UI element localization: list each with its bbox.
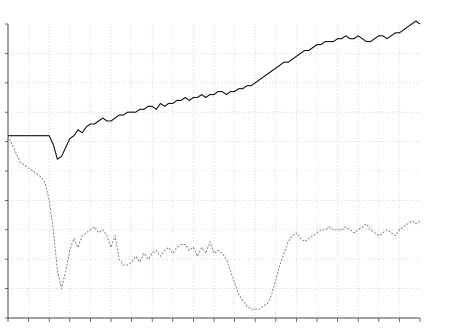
- series-line-1: [8, 20, 421, 160]
- x-tick-marks: [5, 23, 421, 322]
- series-line-2: [7, 135, 421, 310]
- grid: [8, 24, 420, 318]
- series-group: [7, 20, 421, 310]
